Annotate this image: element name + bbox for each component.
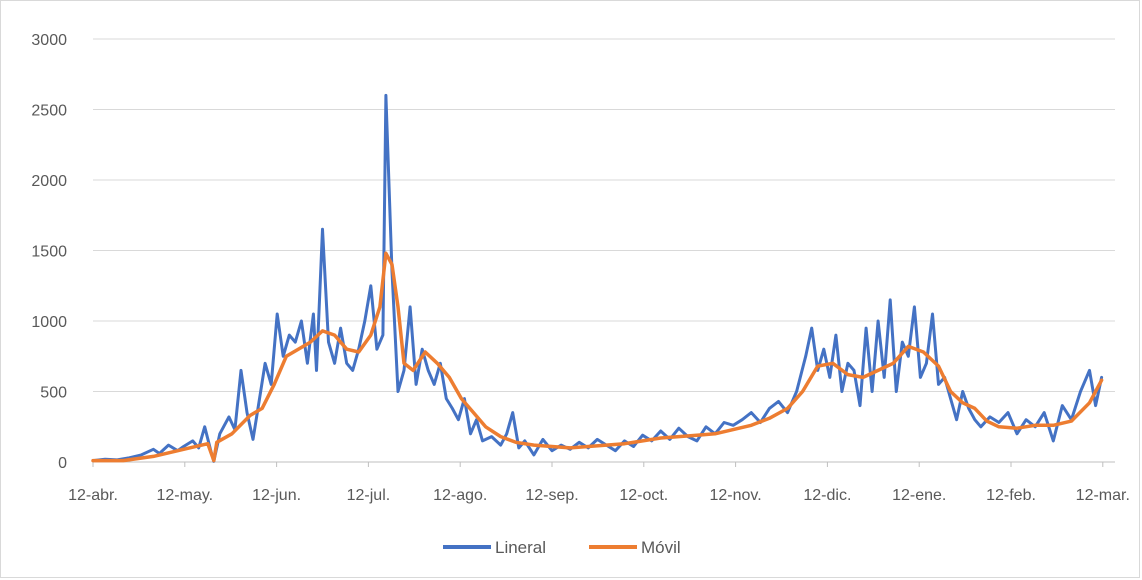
- x-tick-label: 12-oct.: [619, 487, 668, 504]
- y-tick-label: 500: [40, 385, 67, 402]
- x-tick-label: 12-feb.: [986, 487, 1036, 504]
- y-tick-label: 0: [58, 455, 67, 472]
- y-axis-tick-labels: 0 500 1000 1500 2000 2500 3000: [31, 32, 67, 472]
- x-tick-label: 12-nov.: [710, 487, 762, 504]
- x-axis: [92, 461, 1115, 467]
- x-tick-label: 12-may.: [156, 487, 213, 504]
- y-tick-label: 1500: [31, 244, 67, 261]
- x-axis-tick-labels: 12-abr. 12-may. 12-jun. 12-jul. 12-ago. 12-se…: [68, 487, 1130, 504]
- y-tick-label: 2500: [31, 103, 67, 120]
- x-tick-label: 12-dic.: [803, 487, 851, 504]
- legend-label-lineral: Lineral: [495, 538, 546, 557]
- y-tick-label: 2000: [31, 173, 67, 190]
- series-line-móvil: [91, 251, 1104, 463]
- y-tick-label: 1000: [31, 314, 67, 331]
- legend: Lineral Móvil: [443, 538, 681, 557]
- series-lines: [91, 93, 1104, 463]
- y-tick-label: 3000: [31, 32, 67, 49]
- x-tick-label: 12-ago.: [433, 487, 487, 504]
- gridlines: [93, 38, 1115, 392]
- x-tick-label: 12-ene.: [892, 487, 946, 504]
- legend-label-móvil: Móvil: [641, 538, 681, 557]
- x-tick-label: 12-jun.: [252, 487, 301, 504]
- x-tick-label: 12-sep.: [525, 487, 578, 504]
- series-line-lineral: [91, 93, 1104, 463]
- x-tick-label: 12-jul.: [347, 487, 391, 504]
- x-tick-label: 12-mar.: [1076, 487, 1130, 504]
- x-tick-label: 12-abr.: [68, 487, 118, 504]
